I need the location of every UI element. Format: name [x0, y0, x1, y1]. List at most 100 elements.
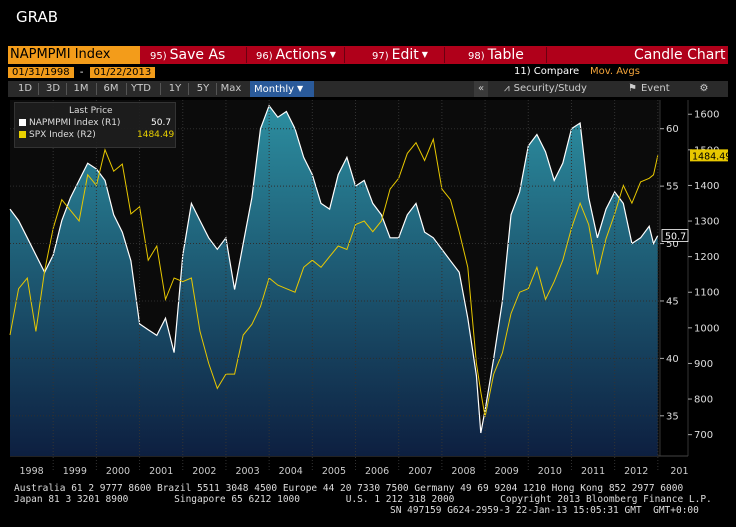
x-tick-label: 2010 [538, 466, 562, 477]
range-divider [126, 83, 127, 95]
range-button-1y[interactable]: 1Y [168, 83, 182, 94]
range-divider [96, 83, 97, 95]
flag-icon: ⚑ [628, 83, 637, 94]
x-tick-label: 2004 [279, 466, 303, 477]
range-button-5y[interactable]: 5Y [196, 83, 210, 94]
compare-button[interactable]: 11) Compare [514, 66, 580, 77]
function-toolbar [8, 46, 728, 64]
y2-tick-label: 700 [694, 430, 713, 441]
range-divider [216, 83, 217, 95]
y1-tick-label: 55 [666, 182, 679, 193]
range-button-3d[interactable]: 3D [45, 83, 61, 94]
y1-tick-label: 35 [666, 411, 679, 422]
security-study-button[interactable]: ⩘ Security/Study [504, 81, 608, 97]
edit-button[interactable]: 97) Edit ▼ [372, 46, 428, 64]
legend-name-spx: SPX Index (R2) [29, 130, 96, 140]
x-tick-label: 2009 [495, 466, 519, 477]
footer-line-2: Japan 81 3 3201 8900 Singapore 65 6212 1… [14, 494, 712, 505]
legend-swatch-spx [19, 131, 26, 138]
x-axis: 1998 1999 2000 2001 2002 2003 2004 2005 2006 2007… [20, 100, 689, 477]
end-date-field[interactable]: 01/22/2013 [89, 67, 156, 78]
y2-tick-label: 1000 [694, 323, 719, 334]
table-button[interactable]: 98) Table [468, 46, 524, 64]
edit-label: Edit [391, 47, 419, 63]
y1-tick-label: 45 [666, 296, 679, 307]
y2-tick-label: 800 [694, 395, 713, 406]
collapse-icon[interactable]: « [474, 81, 488, 97]
actions-button[interactable]: 96) Actions ▼ [256, 46, 336, 64]
x-tick-label: 1998 [20, 466, 44, 477]
legend-value-pmi: 50.7 [151, 118, 172, 128]
save-as-button[interactable]: 95) Save As [150, 46, 225, 64]
save-as-label: Save As [169, 47, 226, 63]
legend-row-spx: SPX Index (R2) [19, 130, 169, 140]
page-title: GRAB [16, 8, 58, 26]
mov-avgs-button[interactable]: Mov. Avgs [590, 66, 640, 77]
x-tick-label: 2008 [451, 466, 475, 477]
x-tick-label: 1999 [63, 466, 87, 477]
range-button-1m[interactable]: 1M [73, 83, 89, 94]
y2-tick-label: 900 [694, 359, 713, 370]
x-tick-label: 2007 [408, 466, 432, 477]
legend-header: Last Price [69, 106, 113, 116]
y2-tick-label: 1300 [694, 217, 719, 228]
chevron-down-icon: ▼ [329, 50, 336, 59]
x-tick-label: 2006 [365, 466, 389, 477]
y2-tick-label: 1400 [694, 181, 719, 192]
x-tick-label: 2011 [581, 466, 605, 477]
pmi-series-line [9, 104, 659, 434]
range-divider [38, 83, 39, 95]
x-tick-label: 201 [670, 466, 688, 477]
toolbar-divider [546, 47, 547, 63]
x-tick-label: 2005 [322, 466, 346, 477]
footer-line-1: Australia 61 2 9777 8600 Brazil 5511 304… [14, 483, 684, 494]
toolbar-divider [246, 47, 247, 63]
actions-num: 96) [256, 51, 273, 62]
range-divider [188, 83, 189, 95]
range-button-ytd[interactable]: YTD [131, 83, 151, 94]
period-value: Monthly [254, 84, 295, 95]
start-date-field[interactable]: 01/31/1998 [8, 67, 74, 78]
y2-tick-label: 1100 [694, 288, 719, 299]
spx-last-box [690, 149, 728, 162]
x-tick-label: 2000 [106, 466, 130, 477]
y1-tick-label: 40 [666, 354, 679, 365]
legend-swatch-pmi [19, 119, 26, 126]
chart-line-icon: ⩘ [504, 83, 510, 94]
event-button[interactable]: ⚑ Event [628, 81, 682, 97]
footer-line-3: SN 497159 G624-2959-3 22-Jan-13 15:05:31… [390, 505, 699, 516]
spx-series-line [9, 137, 659, 417]
security-study-label: Security/Study [513, 83, 587, 94]
x-tick-label: 2003 [235, 466, 259, 477]
range-button-max[interactable]: Max [220, 83, 242, 94]
legend-name-pmi: NAPMPMI Index (R1) [29, 118, 121, 128]
table-label: Table [487, 47, 524, 63]
spx-last-label: 1484.49 [692, 151, 731, 162]
toolbar-divider [344, 47, 345, 63]
y1-axis: 35 40 45 50 55 60 [10, 124, 679, 422]
y1-tick-label: 60 [666, 124, 679, 135]
gear-icon[interactable]: ⚙ [699, 83, 709, 94]
range-button-6m[interactable]: 6M [103, 83, 119, 94]
range-button-1d[interactable]: 1D [17, 83, 33, 94]
range-divider [160, 83, 161, 95]
chevron-down-icon: ▼ [297, 84, 304, 93]
chart-type-button[interactable]: Candle Chart [634, 47, 726, 63]
period-select[interactable]: Monthly ▼ [250, 81, 314, 97]
date-range: 01/31/1998 - 01/22/2013 [8, 66, 156, 79]
save-as-num: 95) [150, 51, 167, 62]
legend-value-spx: 1484.49 [137, 130, 175, 140]
date-dash: - [79, 67, 84, 78]
last-value-labels: 50.7 1484.49 [661, 149, 731, 243]
toolbar-divider [444, 47, 445, 63]
range-divider [66, 83, 67, 95]
pmi-last-label: 50.7 [665, 232, 686, 243]
legend: Last Price NAPMPMI Index (R1) 50.7 SPX I… [14, 102, 176, 148]
event-label: Event [640, 83, 670, 94]
ticker-field[interactable]: NAPMPMI Index [8, 46, 140, 64]
pmi-last-box [661, 229, 689, 242]
table-num: 98) [468, 51, 485, 62]
chevron-down-icon: ▼ [421, 50, 428, 59]
y2-tick-label: 1200 [694, 252, 719, 263]
